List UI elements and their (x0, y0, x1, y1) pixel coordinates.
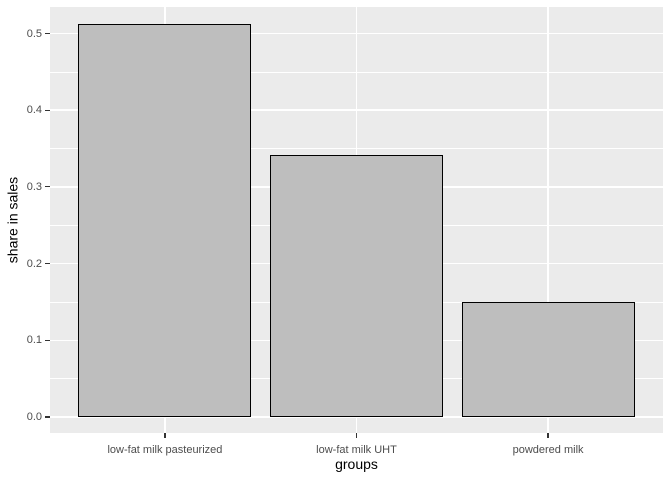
bar (78, 24, 252, 417)
y-tick-mark (45, 339, 50, 341)
y-tick-mark (45, 109, 50, 111)
x-tick-label: low-fat milk pasteurized (107, 444, 223, 456)
y-tick-label: 0.0 (26, 411, 42, 423)
y-tick-label: 0.4 (26, 104, 42, 117)
y-tick-label: 0.1 (26, 334, 42, 347)
bar (270, 154, 443, 417)
x-tick-mark (355, 433, 358, 438)
vertical-gridline (547, 7, 549, 433)
y-axis-title: share in sales (4, 176, 21, 264)
y-tick-label: 0.2 (26, 257, 42, 270)
x-tick-mark (547, 433, 549, 438)
y-tick-mark (45, 416, 50, 418)
plot-panel (50, 7, 663, 433)
bar (461, 301, 635, 417)
y-tick-mark (45, 263, 50, 265)
x-tick-mark (164, 433, 166, 438)
x-tick-label: powdered milk (512, 444, 584, 456)
y-tick-mark (45, 32, 50, 35)
y-tick-label: 0.3 (26, 180, 42, 193)
y-tick-label: 0.5 (26, 27, 42, 40)
x-tick-label: low-fat milk UHT (316, 444, 397, 456)
y-tick-mark (45, 186, 50, 188)
x-axis-title: groups (335, 456, 378, 472)
